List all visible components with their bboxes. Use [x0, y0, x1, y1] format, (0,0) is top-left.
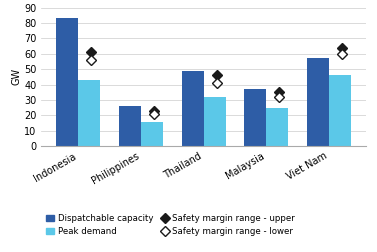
Bar — [119, 106, 141, 146]
Bar — [204, 97, 225, 146]
Bar — [329, 75, 351, 146]
Bar — [141, 121, 163, 146]
Bar — [307, 58, 329, 146]
Bar — [266, 108, 288, 146]
Bar — [244, 89, 266, 146]
Y-axis label: GW: GW — [11, 68, 21, 85]
Bar — [182, 71, 204, 146]
Bar — [78, 80, 100, 146]
Legend: Dispatchable capacity, Peak demand, Safety margin range - upper, Safety margin r: Dispatchable capacity, Peak demand, Safe… — [46, 214, 295, 236]
Bar — [56, 18, 78, 146]
